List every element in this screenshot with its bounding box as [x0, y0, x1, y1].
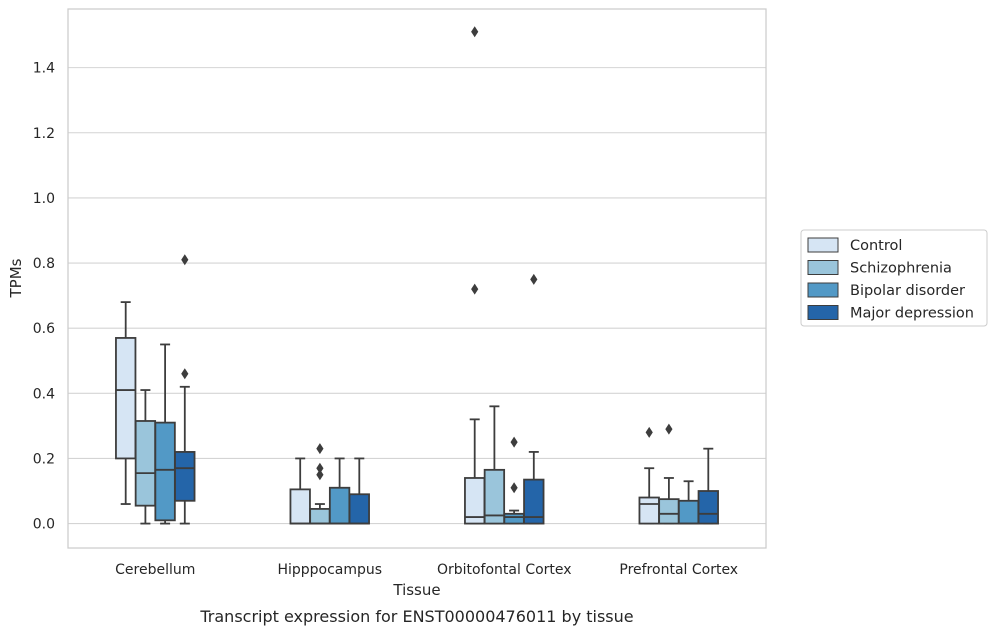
box-control — [464, 26, 486, 525]
legend-swatch — [807, 282, 839, 298]
y-tick-label: 0.8 — [33, 256, 55, 272]
box-iqr — [115, 337, 137, 460]
outlier-point — [510, 482, 518, 494]
outlier-point — [665, 423, 673, 435]
outlier-point — [316, 443, 324, 455]
box-iqr — [154, 421, 176, 522]
x-tick-label: Hipppocampus — [277, 562, 382, 578]
box-iqr — [697, 490, 719, 525]
box-iqr — [638, 496, 660, 525]
box-iqr — [483, 468, 506, 525]
outlier-point — [645, 426, 653, 438]
box-control — [289, 457, 311, 525]
box-major-depression — [697, 447, 719, 525]
box-iqr — [174, 451, 196, 502]
plot-frame — [67, 8, 767, 549]
x-tick-labels: Cerebellum Hipppocampus Orbitofontal Corte… — [115, 562, 738, 578]
x-axis-title: Tissue — [392, 581, 440, 599]
box-iqr — [134, 420, 157, 507]
outlier-point — [181, 368, 189, 380]
box-control — [115, 301, 137, 505]
outlier-point — [181, 254, 189, 266]
y-tick-label: 0.6 — [33, 321, 55, 337]
y-tick-label: 0.4 — [33, 386, 55, 402]
chart-caption: Transcript expression for ENST0000047601… — [199, 607, 633, 626]
box-iqr — [503, 512, 525, 525]
box-major-depression — [348, 457, 370, 525]
box-schizophrenia — [483, 405, 506, 525]
boxes — [115, 26, 719, 525]
box-major-depression — [523, 273, 545, 525]
y-axis-title: TPMs — [7, 258, 25, 298]
outlier-point — [530, 273, 538, 285]
legend-label: Schizophrenia — [850, 261, 952, 277]
legend-label: Bipolar disorder — [850, 283, 965, 299]
box-bipolar-disorder — [677, 480, 700, 525]
x-tick-label: Orbitofontal Cortex — [437, 562, 572, 578]
legend: Control Schizophrenia Bipolar disorder Majo… — [800, 229, 988, 327]
outlier-point — [471, 283, 479, 295]
legend-swatch — [807, 305, 839, 320]
x-tick-label: Cerebellum — [115, 562, 195, 578]
y-tick-label: 0.0 — [33, 517, 55, 533]
box-control — [638, 426, 660, 525]
box-iqr — [289, 488, 311, 525]
outlier-point — [471, 26, 479, 38]
y-tick-label: 1.0 — [33, 191, 55, 207]
box-bipolar-disorder — [154, 343, 176, 525]
box-schizophrenia — [658, 423, 680, 525]
legend-swatch — [807, 260, 839, 275]
outlier-point — [510, 436, 518, 448]
legend-label: Control — [850, 238, 902, 254]
legend-label: Major depression — [850, 306, 974, 322]
box-iqr — [677, 499, 700, 525]
y-tick-label: 1.2 — [33, 126, 55, 142]
outlier-point — [316, 469, 324, 481]
outlier-point — [316, 462, 324, 474]
box-iqr — [658, 498, 680, 525]
x-tick-label: Prefrontal Cortex — [619, 562, 738, 578]
box-bipolar-disorder — [503, 436, 525, 525]
y-tick-label: 0.2 — [33, 451, 55, 467]
box-iqr — [328, 486, 351, 525]
box-schizophrenia — [134, 389, 157, 525]
box-iqr — [348, 493, 370, 525]
box-iqr — [523, 478, 545, 525]
box-bipolar-disorder — [328, 457, 351, 525]
box-iqr — [309, 508, 331, 525]
box-major-depression — [174, 254, 196, 525]
y-tick-labels: 0.0 0.2 0.4 0.6 0.8 1.0 1.2 1.4 — [33, 61, 55, 533]
y-tick-label: 1.4 — [33, 61, 55, 77]
legend-frame — [800, 229, 988, 327]
legend-swatch — [807, 237, 839, 253]
box-schizophrenia — [309, 443, 331, 525]
